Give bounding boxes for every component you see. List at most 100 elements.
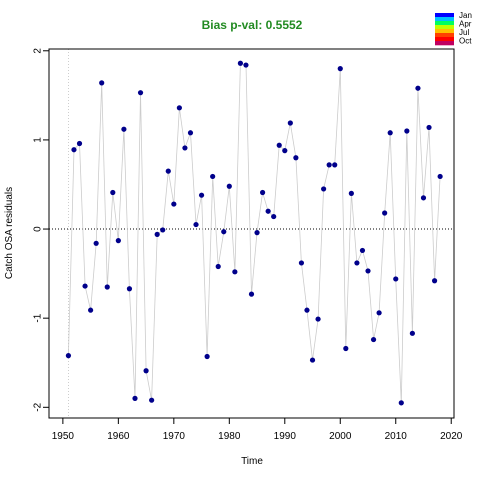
legend-label: Jul	[459, 28, 469, 37]
data-point	[143, 368, 149, 374]
data-point	[154, 231, 160, 237]
legend-color-swatch	[435, 33, 454, 38]
data-point	[282, 148, 288, 154]
data-point	[359, 247, 366, 254]
data-point	[182, 145, 188, 151]
data-point	[210, 173, 216, 180]
data-point	[82, 283, 88, 289]
data-point	[132, 395, 138, 401]
data-point	[321, 186, 327, 192]
y-tick-label: 2	[33, 48, 44, 54]
data-point	[265, 208, 271, 214]
data-point	[387, 130, 393, 136]
data-point	[193, 221, 199, 228]
data-point	[293, 155, 299, 161]
legend-color-swatch	[435, 13, 454, 18]
legend-color-swatch	[435, 21, 454, 26]
data-point	[76, 140, 83, 147]
data-point	[149, 397, 155, 403]
data-point	[332, 162, 338, 168]
data-point	[99, 80, 105, 86]
x-tick-label: 1980	[218, 431, 241, 442]
data-point	[337, 66, 343, 72]
data-point	[348, 190, 354, 196]
data-point	[110, 189, 116, 196]
data-point	[176, 105, 182, 111]
plot-frame	[48, 48, 455, 419]
data-point	[204, 353, 210, 360]
y-tick-label: -2	[33, 402, 44, 411]
data-point	[243, 62, 249, 68]
data-point	[160, 227, 166, 233]
y-axis-label: Catch OSA residuals	[4, 187, 15, 279]
x-tick-label: 1950	[52, 431, 75, 442]
data-point	[437, 173, 443, 180]
x-tick-label: 1990	[274, 431, 297, 442]
legend-color-swatch	[435, 41, 454, 46]
data-point	[298, 260, 305, 266]
data-point	[171, 201, 177, 207]
reference-lines	[49, 49, 454, 418]
data-point	[126, 286, 133, 292]
data-point	[115, 238, 121, 244]
x-tick-label: 2000	[329, 431, 352, 442]
data-point	[415, 85, 421, 91]
data-point	[304, 307, 310, 313]
data-point	[309, 357, 316, 363]
data-point	[93, 240, 99, 246]
data-point	[343, 345, 349, 352]
x-tick-label: 1970	[163, 431, 186, 442]
legend-label: Apr	[459, 20, 472, 29]
x-axis: 1950 1960 1970 1980 1990 2000 2010 2020	[52, 418, 463, 442]
data-point	[370, 336, 377, 343]
data-point	[221, 229, 227, 235]
legend-color-swatch	[435, 37, 454, 42]
legend-label: Oct	[459, 37, 472, 46]
legend-label: Jan	[459, 11, 472, 20]
data-point	[420, 195, 427, 201]
data-point	[187, 130, 194, 136]
data-point	[404, 128, 410, 134]
legend-color-swatch	[435, 17, 454, 22]
data-point	[71, 147, 77, 153]
y-axis: -2 -1 0 1 2	[33, 48, 49, 412]
data-point	[365, 268, 371, 274]
data-points	[65, 60, 443, 406]
x-axis-label: Time	[241, 456, 263, 467]
data-point	[376, 310, 382, 316]
x-tick-label: 2020	[440, 431, 463, 442]
data-point	[382, 210, 388, 216]
data-point	[237, 60, 244, 66]
legend-color-swatch	[435, 25, 454, 30]
data-point	[315, 316, 321, 322]
data-point	[259, 189, 266, 196]
series-line	[68, 62, 441, 403]
data-point	[248, 291, 255, 297]
data-point	[121, 126, 127, 132]
data-point	[226, 183, 232, 189]
data-point	[232, 269, 238, 275]
data-point	[165, 168, 171, 174]
data-point	[431, 278, 438, 284]
y-tick-label: -1	[33, 313, 44, 322]
data-point	[276, 142, 282, 148]
data-point	[88, 307, 94, 313]
data-point	[326, 162, 332, 168]
data-point	[409, 330, 415, 336]
data-point	[215, 263, 221, 270]
data-point	[254, 230, 260, 236]
data-point	[398, 400, 404, 406]
chart-title: Bias p-val: 0.5552	[202, 18, 303, 32]
x-tick-label: 1960	[107, 431, 130, 442]
data-point	[393, 276, 399, 282]
data-point	[271, 213, 277, 220]
x-tick-label: 2010	[385, 431, 408, 442]
data-point	[426, 124, 432, 131]
data-point	[354, 260, 360, 266]
y-tick-label: 1	[33, 137, 44, 143]
y-tick-label: 0	[33, 226, 44, 232]
data-point	[198, 192, 205, 198]
residual-connector-line	[68, 62, 441, 403]
